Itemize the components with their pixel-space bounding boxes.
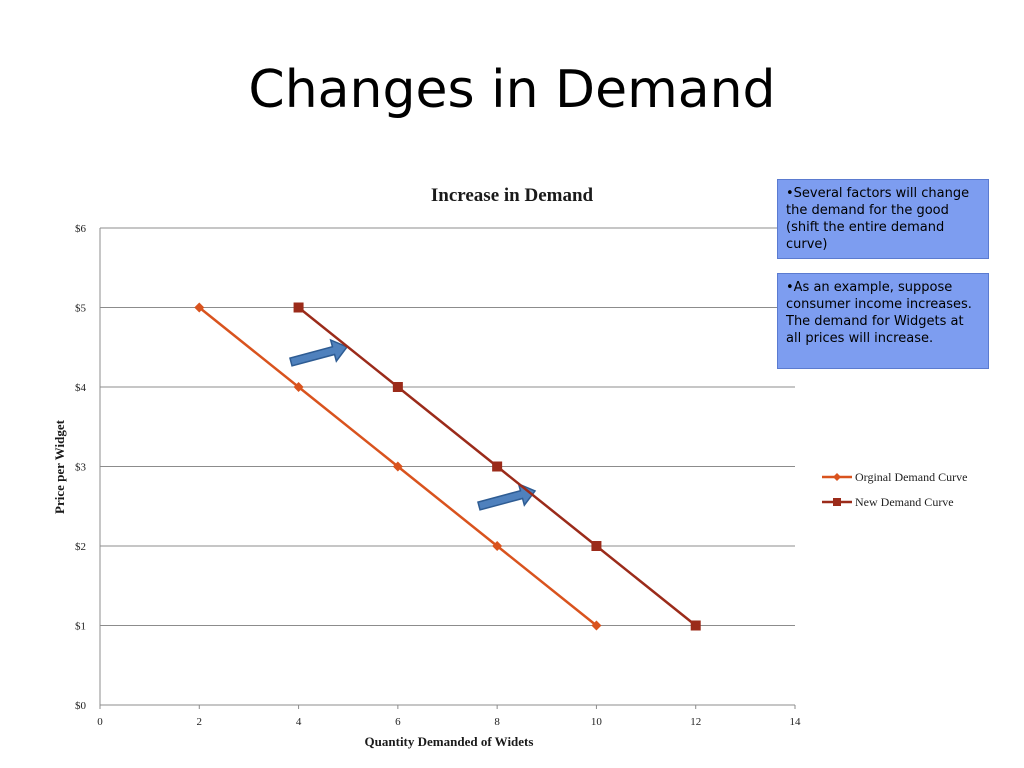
y-tick-label: $4 [75,382,87,394]
x-tick-label: 2 [197,716,203,728]
tick-labels: $0 $1 $2 $3 $4 $5 $6 0 2 4 6 8 10 12 14 [75,223,801,728]
shift-arrows [289,338,537,511]
data-point-square [492,461,503,472]
gridlines [100,227,795,626]
data-point-square [293,302,304,313]
x-tick-label: 10 [591,716,603,728]
y-tick-label: $0 [75,700,87,712]
legend-marker-square [833,498,841,506]
shift-right-arrow [477,482,537,511]
x-tick-label: 12 [690,716,701,728]
x-tick-label: 14 [790,716,802,728]
data-point-square [690,620,701,631]
data-point-diamond [392,461,403,472]
arrow-shape [477,482,537,511]
legend-marker-diamond [833,473,841,481]
y-tick-label: $6 [75,223,87,235]
y-tick-label: $3 [75,462,87,474]
data-point-diamond [293,382,304,392]
slide-title: Changes in Demand [248,60,776,120]
legend-label: Orginal Demand Curve [855,470,967,484]
x-tick-label: 8 [494,716,500,728]
axes [99,228,796,709]
note-box-factors: •Several factors will change the demand … [777,179,989,259]
y-tick-label: $1 [75,621,86,633]
data-point-square [392,382,403,392]
legend: Orginal Demand Curve New Demand Curve [822,470,967,509]
data-point-square [591,541,602,551]
y-axis-label: Price per Widget [52,419,67,514]
shift-right-arrow [289,338,349,367]
x-tick-label: 4 [296,716,302,728]
chart-title: Increase in Demand [431,185,594,206]
data-point-diamond [492,541,503,551]
series [194,302,701,631]
data-point-diamond [591,620,602,631]
arrow-shape [289,338,349,367]
legend-label: New Demand Curve [855,495,954,509]
data-point-diamond [194,302,205,313]
y-tick-label: $5 [75,303,87,315]
x-axis-label: Quantity Demanded of Widets [365,734,534,749]
x-tick-label: 0 [97,716,103,728]
note-box-example: •As an example, suppose consumer income … [777,273,989,369]
x-tick-label: 6 [395,716,401,728]
y-tick-label: $2 [75,541,86,553]
